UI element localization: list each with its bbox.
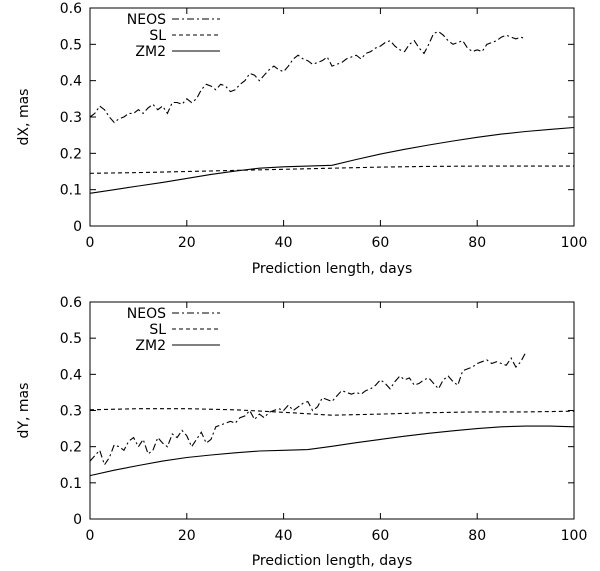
x-tick-label: 0	[86, 235, 95, 251]
x-tick-label: 100	[561, 528, 588, 544]
x-tick-label: 40	[275, 235, 293, 251]
series-line-neos	[89, 352, 527, 467]
chart-panel-1: 0 20 40 60 80 100 0 0.1 0.2 0.3 0.4 0.5 0.6 Predictio…	[16, 1, 587, 277]
y-tick-label: 0.6	[60, 295, 82, 311]
legend-label-sl: SL	[149, 322, 166, 338]
y-tick-label: 0.2	[60, 146, 82, 162]
x-tick-label: 100	[561, 235, 588, 251]
x-tick-label: 60	[371, 528, 389, 544]
chart-panel-2: 0 20 40 60 80 100 0 0.1 0.2 0.3 0.4 0.5 0.6 Predictio…	[16, 295, 587, 569]
x-tick-label: 80	[468, 235, 486, 251]
y-tick-label: 0.1	[60, 476, 82, 492]
legend-label-neos: NEOS	[127, 306, 166, 322]
y-tick-label: 0.3	[60, 110, 82, 126]
x-tick-label: 80	[468, 528, 486, 544]
y-tick-label: 0.3	[60, 404, 82, 420]
x-tick-label: 40	[275, 528, 293, 544]
x-tick-label: 20	[178, 528, 196, 544]
series-line-sl	[89, 165, 574, 174]
legend-label-neos: NEOS	[127, 12, 166, 28]
y-tick-label: 0.6	[60, 1, 82, 17]
y-axis-label: dY, mas	[16, 383, 32, 439]
y-tick-label: 0	[73, 512, 82, 528]
x-tick-label: 0	[86, 528, 95, 544]
y-tick-label: 0.2	[60, 440, 82, 456]
x-axis-label: Prediction length, days	[252, 553, 413, 569]
legend-label-sl: SL	[149, 28, 166, 44]
y-axis-label: dX, mas	[16, 89, 32, 146]
x-axis-label: Prediction length, days	[252, 261, 413, 277]
legend-label-zm2: ZM2	[135, 338, 166, 354]
y-tick-label: 0.5	[60, 331, 82, 347]
series-line-zm2	[89, 425, 575, 477]
y-tick-label: 0.4	[60, 74, 82, 90]
series-line-neos	[89, 30, 526, 124]
legend-label-zm2: ZM2	[135, 44, 166, 60]
series-line-sl	[89, 408, 575, 416]
y-tick-label: 0.5	[60, 37, 82, 53]
x-tick-label: 20	[178, 235, 196, 251]
y-tick-label: 0.1	[60, 183, 82, 199]
series-line-zm2	[89, 126, 575, 194]
y-tick-label: 0	[73, 219, 82, 235]
y-tick-label: 0.4	[60, 367, 82, 383]
x-tick-label: 60	[371, 235, 389, 251]
